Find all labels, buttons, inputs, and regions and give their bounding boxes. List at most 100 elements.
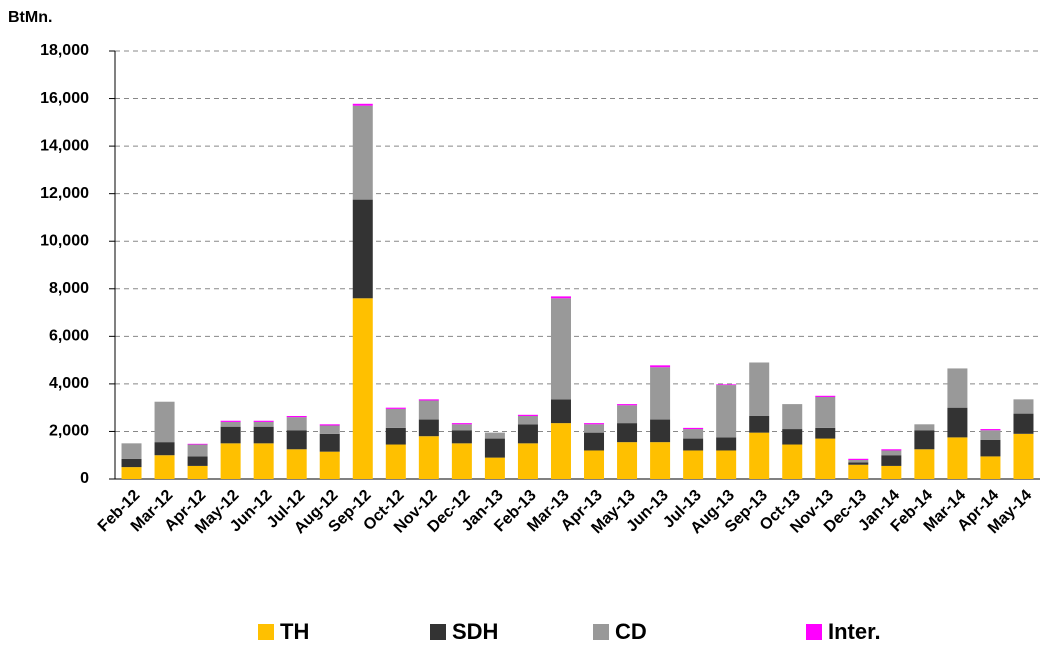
bar-segment xyxy=(584,432,605,451)
bar-segment xyxy=(517,424,538,444)
bar-segment xyxy=(187,456,208,466)
bar-segment xyxy=(815,427,836,439)
bar-segment xyxy=(881,465,902,479)
bar-segment xyxy=(319,433,340,452)
bar-segment xyxy=(418,399,439,401)
bar-segment xyxy=(848,458,869,460)
bar-segment xyxy=(650,365,671,368)
y-axis-label: BtMn. xyxy=(8,9,52,26)
bar-segment xyxy=(683,427,704,430)
bar-segment xyxy=(352,103,373,106)
bar-segment xyxy=(914,424,935,431)
bar-segment xyxy=(980,429,1001,431)
bar-segment xyxy=(815,396,836,428)
legend-swatch xyxy=(430,624,446,640)
legend-label: SDH xyxy=(452,619,498,644)
bar-segment xyxy=(815,438,836,479)
bar-segment xyxy=(121,458,142,468)
bar-segment xyxy=(352,105,373,200)
bar-segment xyxy=(782,404,803,430)
bar-segment xyxy=(187,443,208,445)
bar-segment xyxy=(550,423,571,479)
bar-segment xyxy=(584,423,605,425)
bar-segment xyxy=(517,414,538,416)
bar-segment xyxy=(451,424,472,431)
bar-segment xyxy=(220,443,241,479)
bar-segment xyxy=(220,420,241,422)
bar-segment xyxy=(683,429,704,439)
y-tick-label: 0 xyxy=(80,470,89,487)
bar-segment xyxy=(584,424,605,433)
bar-segment xyxy=(980,439,1001,457)
bar-segment xyxy=(385,408,406,428)
bar-segment xyxy=(584,450,605,479)
bar-segment xyxy=(187,444,208,457)
y-tick-label: 2,000 xyxy=(49,423,89,440)
bar-segment xyxy=(253,421,274,427)
bar-segment xyxy=(617,442,638,479)
bar-segment xyxy=(617,405,638,424)
bar-segment xyxy=(881,450,902,456)
bar-segment xyxy=(716,384,737,386)
bar-segment xyxy=(319,425,340,434)
bar-segment xyxy=(749,432,770,479)
bar-segment xyxy=(385,427,406,445)
bar-segment xyxy=(220,426,241,444)
bar-segment xyxy=(1013,413,1034,434)
bar-segment xyxy=(1013,399,1034,414)
bar-segment xyxy=(782,444,803,479)
bar-segment xyxy=(914,430,935,450)
bar-segment xyxy=(286,430,307,450)
legend-label: CD xyxy=(615,619,647,644)
y-tick-label: 14,000 xyxy=(40,137,89,154)
legend-swatch xyxy=(806,624,822,640)
bar-segment xyxy=(418,419,439,437)
bar-segment xyxy=(749,415,770,433)
y-tick-label: 8,000 xyxy=(49,280,89,297)
bar-segment xyxy=(253,420,274,422)
bar-segment xyxy=(716,437,737,451)
bar-segment xyxy=(517,415,538,425)
legend-label: TH xyxy=(280,619,309,644)
bar-segment xyxy=(451,423,472,425)
bar-segment xyxy=(484,432,505,439)
bar-segment xyxy=(980,456,1001,479)
bar-segment xyxy=(617,423,638,443)
bar-segment xyxy=(550,399,571,424)
bar-segment xyxy=(352,298,373,479)
y-tick-label: 4,000 xyxy=(49,375,89,392)
bar-segment xyxy=(1013,433,1034,479)
bar-segment xyxy=(881,449,902,451)
bar-segment xyxy=(881,455,902,466)
bar-segment xyxy=(253,443,274,479)
bar-segment xyxy=(319,424,340,426)
bar-segment xyxy=(683,438,704,451)
bar-segment xyxy=(418,400,439,420)
bar-segment xyxy=(121,467,142,479)
legend-swatch xyxy=(593,624,609,640)
bar-segment xyxy=(683,450,704,479)
bar-segment xyxy=(286,417,307,431)
bar-segment xyxy=(418,436,439,479)
legend-swatch xyxy=(258,624,274,640)
bar-segment xyxy=(385,444,406,479)
y-tick-label: 10,000 xyxy=(40,232,89,249)
bar-segment xyxy=(121,443,142,459)
bar-segment xyxy=(980,430,1001,440)
bar-segment xyxy=(716,450,737,479)
legend-label: Inter. xyxy=(828,619,881,644)
bar-segment xyxy=(187,465,208,479)
bar-segment xyxy=(947,368,968,408)
bar-segment xyxy=(650,419,671,443)
bar-segment xyxy=(286,449,307,479)
bar-segment xyxy=(749,362,770,416)
y-tick-label: 16,000 xyxy=(40,90,89,107)
bar-segment xyxy=(154,455,175,479)
bar-segment xyxy=(352,199,373,299)
y-tick-label: 12,000 xyxy=(40,185,89,202)
bar-segment xyxy=(286,415,307,418)
bar-segment xyxy=(451,443,472,479)
bar-segment xyxy=(319,451,340,479)
